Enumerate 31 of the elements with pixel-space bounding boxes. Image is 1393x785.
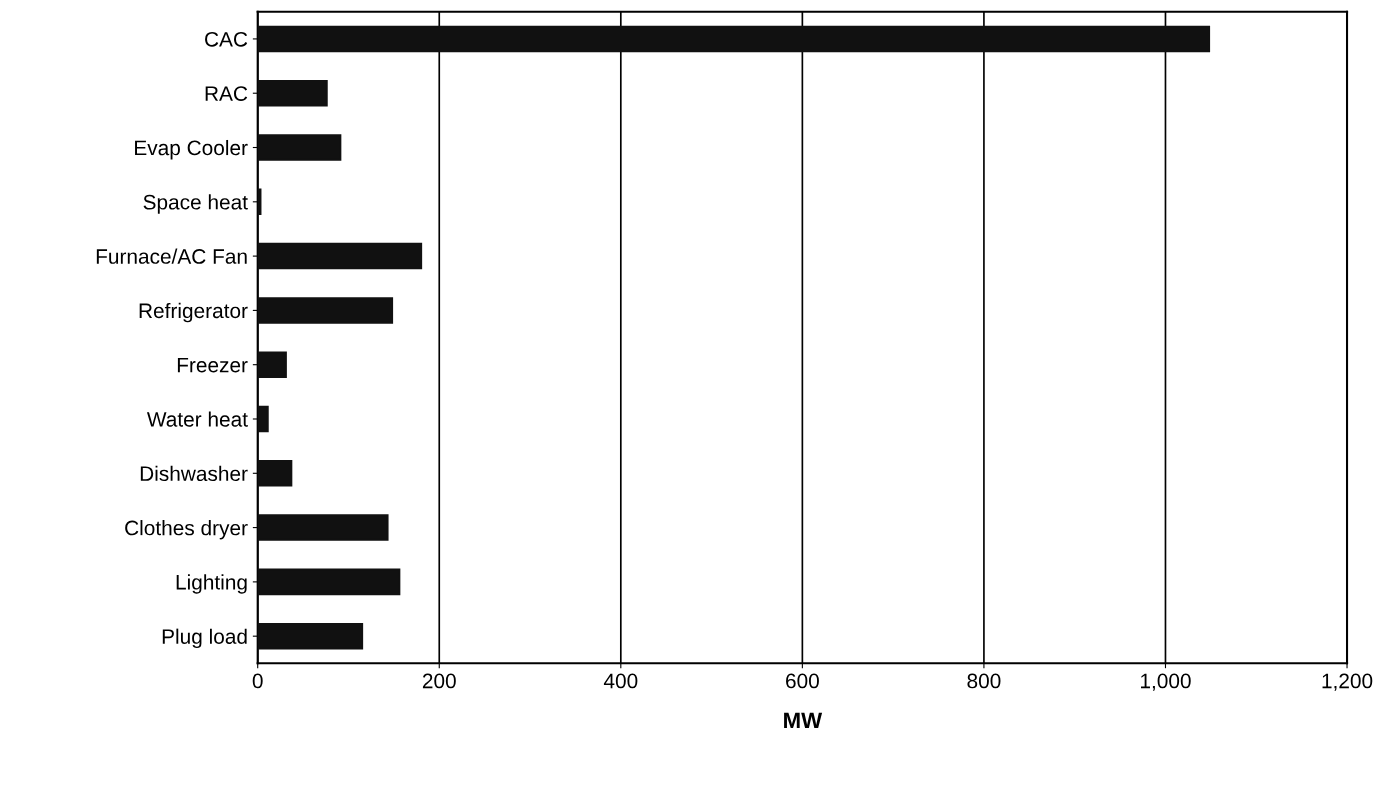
x-tick-label: 1,200 [1322,673,1373,691]
bar [257,297,394,324]
x-tick-label: 800 [967,673,1001,689]
x-tick-label: 400 [603,673,638,689]
y-tick-label: Evap Cooler [135,139,248,160]
bar [257,351,287,378]
y-tick-label: Plug load [162,628,247,649]
y-tick-label: Lighting [176,574,247,594]
bar [257,460,293,487]
x-axis-title: MW [784,712,823,729]
bar [257,622,364,650]
bar [257,405,269,433]
y-tick-label: CAC [205,31,248,47]
bar [257,242,423,270]
bar [257,25,1211,53]
y-tick-label: Furnace/AC Fan [96,248,247,264]
bar [257,568,401,596]
y-tick-label: Freezer [177,357,248,373]
bar [257,134,342,161]
y-tick-label: Dishwasher [140,465,248,482]
y-tick-label: Space heat [143,194,248,214]
x-tick-label: 600 [786,673,819,689]
y-tick-label: Refrigerator [139,302,248,323]
y-tick-label: Clothes dryer [125,520,248,540]
y-tick-label: Water heat [146,411,248,427]
bar [257,514,389,541]
x-tick-label: 1,000 [1141,673,1191,691]
x-tick-label: 200 [422,673,456,689]
x-tick-label: 0 [252,673,263,689]
y-tick-label: RAC [205,86,248,101]
bar [257,79,328,107]
